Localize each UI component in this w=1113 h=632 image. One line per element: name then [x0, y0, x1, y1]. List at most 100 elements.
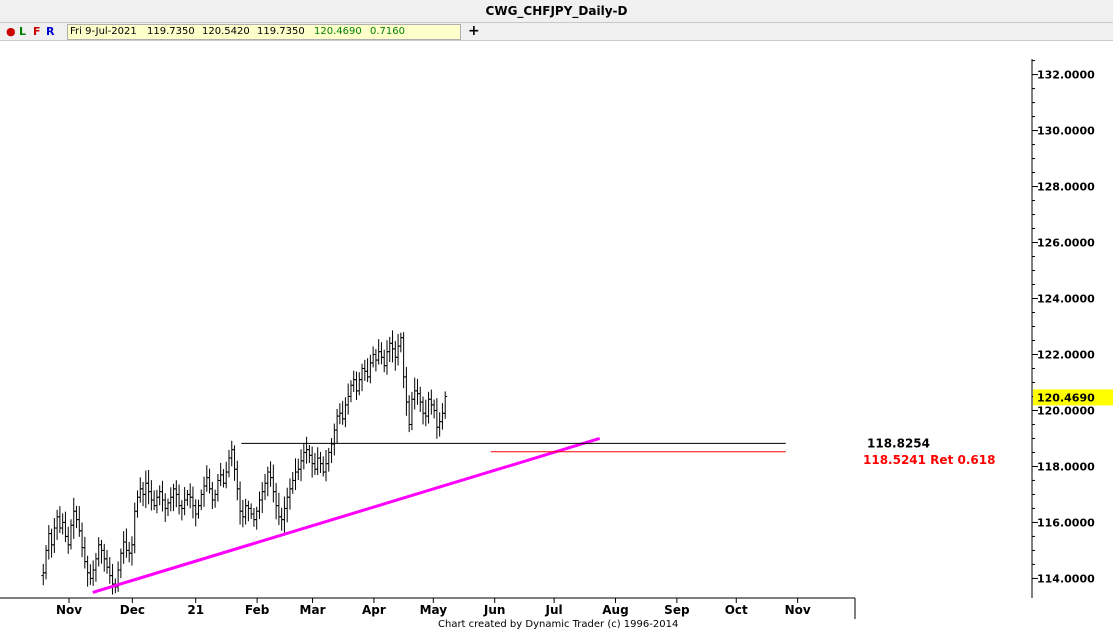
ohlc-bar — [55, 509, 60, 540]
ohlc-bar — [80, 522, 85, 558]
ohlc-bar — [396, 334, 401, 366]
ohlc-bar — [415, 378, 420, 405]
ohlc-bar — [434, 398, 439, 439]
ohlc-bar — [132, 502, 137, 554]
ohlc-bar — [46, 525, 51, 560]
ohlc-bar — [190, 486, 195, 519]
ohlc-bar — [60, 513, 65, 535]
ohlc-bar — [301, 443, 306, 470]
ohlc-bar — [107, 557, 112, 584]
ohlc-bar — [315, 447, 320, 476]
ohlc-bar — [390, 330, 395, 363]
ohlc-bar — [290, 471, 295, 494]
ohlc-bar — [285, 487, 290, 523]
x-tick-label: Jun — [483, 603, 506, 617]
last-price-tag — [1033, 389, 1113, 406]
ohlc-bar — [343, 397, 348, 428]
ohlc-bar — [398, 332, 403, 353]
ohlc-bar — [240, 500, 245, 528]
ohlc-bar — [335, 408, 340, 444]
window-title: CWG_CHFJPY_Daily-D — [0, 0, 1113, 23]
ohlc-bar — [135, 490, 140, 518]
ohlc-bar — [271, 464, 276, 503]
ohlc-bar — [49, 528, 54, 558]
ohlc-bar — [110, 563, 115, 595]
ohlc-bar — [299, 449, 304, 482]
ohlc-bar — [360, 363, 365, 392]
ohlc-bar — [74, 505, 79, 529]
ohlc-bar — [188, 483, 193, 509]
ohlc-change: 0.7160 — [370, 26, 405, 37]
ohlc-bar — [307, 444, 312, 464]
ohlc-bar — [149, 480, 154, 511]
ohlc-bar — [102, 543, 107, 572]
y-tick-label: 114.0000 — [1037, 572, 1095, 585]
ohlc-bar — [52, 518, 57, 554]
ohlc-bar — [77, 506, 82, 537]
ohlc-bar — [249, 503, 254, 519]
ohlc-low: 119.7350 — [257, 26, 305, 37]
ohlc-bar — [443, 391, 448, 419]
ohlc-bar — [310, 446, 315, 478]
ohlc-bar — [57, 506, 62, 533]
ohlc-bar — [348, 380, 353, 403]
ohlc-bar — [163, 493, 168, 523]
ohlc-bar — [318, 451, 323, 474]
retracement-annotation: 118.5241 Ret 0.618 — [863, 453, 995, 467]
x-tick-label: Nov — [56, 603, 82, 617]
ohlc-bar — [371, 346, 376, 368]
ohlc-bar — [202, 476, 207, 507]
toolbar-button-r[interactable]: R — [46, 25, 55, 38]
ohlc-bar — [177, 484, 182, 515]
ohlc-bar — [182, 487, 187, 516]
ohlc-bar — [393, 340, 398, 371]
ohlc-bar — [421, 396, 426, 425]
x-tick-label: 21 — [187, 603, 204, 617]
ohlc-bar — [193, 499, 198, 527]
ohlc-bar — [423, 399, 428, 427]
ohlc-bar — [329, 438, 334, 464]
ohlc-bar — [432, 399, 437, 419]
ohlc-bar — [304, 436, 309, 464]
ohlc-readout: Fri 9-Jul-2021 119.7350 120.5420 119.735… — [67, 24, 461, 40]
ohlc-bar — [409, 391, 414, 431]
ohlc-bar — [93, 553, 98, 582]
chart-credit: Chart created by Dynamic Trader (c) 1996… — [438, 619, 679, 630]
ohlc-bar — [238, 481, 243, 525]
ohlc-bar — [312, 452, 317, 475]
ohlc-bar — [251, 508, 256, 527]
ohlc-bar — [235, 460, 240, 501]
ohlc-bar — [99, 539, 104, 564]
ohlc-bar — [91, 560, 96, 586]
toolbar-button-f[interactable]: F — [33, 25, 41, 38]
chart-toolbar: ● L F R Fri 9-Jul-2021 119.7350 120.5420… — [0, 23, 1113, 41]
ohlc-high: 120.5420 — [202, 26, 250, 37]
y-tick-label: 126.0000 — [1037, 237, 1095, 250]
ohlc-bar — [429, 389, 434, 415]
ohlc-bar — [412, 377, 417, 410]
ohlc-bar — [129, 536, 134, 566]
ohlc-bar — [354, 371, 359, 401]
ohlc-bar — [185, 489, 190, 506]
ohlc-bar — [274, 482, 279, 520]
ohlc-bar — [124, 528, 129, 558]
ohlc-close: 120.4690 — [314, 26, 362, 37]
ohlc-bar — [226, 449, 231, 478]
ohlc-bar — [357, 372, 362, 396]
y-tick-label: 130.0000 — [1037, 125, 1095, 138]
y-tick-label: 116.0000 — [1037, 516, 1095, 529]
ohlc-bar — [166, 498, 170, 517]
ohlc-bar — [171, 483, 176, 512]
ohlc-bar — [85, 555, 90, 587]
plus-icon[interactable]: + — [468, 23, 480, 39]
y-tick-label: 122.0000 — [1037, 348, 1095, 361]
ohlc-date: Fri 9-Jul-2021 — [70, 26, 137, 37]
toolbar-button-l[interactable]: L — [19, 25, 27, 38]
ohlc-bar — [254, 506, 259, 530]
ohlc-bar — [387, 336, 392, 363]
x-tick-label: Mar — [300, 603, 326, 617]
record-dot-icon[interactable]: ● — [6, 25, 16, 38]
ohlc-bar — [382, 349, 387, 373]
ohlc-bar — [243, 498, 248, 525]
y-tick-label: 120.0000 — [1037, 404, 1095, 417]
